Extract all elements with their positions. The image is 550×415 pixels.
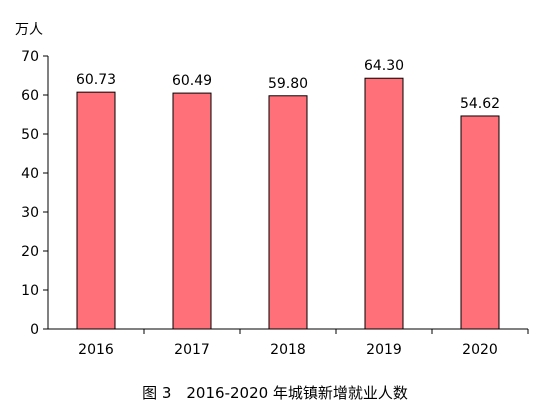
data-label-2018: 59.80	[268, 76, 308, 92]
bar-2018	[268, 95, 308, 330]
x-axis-ticks: 2016 2017 2018 2019 2020	[78, 329, 529, 358]
chart-caption: 图 3 2016-2020 年城镇新增就业人数	[142, 384, 408, 402]
y-tick-label: 60	[21, 88, 39, 104]
y-tick-label: 20	[21, 244, 39, 260]
data-label-2017: 60.49	[172, 73, 212, 89]
x-tick-label-2020: 2020	[462, 342, 498, 358]
y-tick-label: 70	[21, 49, 39, 65]
data-label-2016: 60.73	[76, 72, 116, 88]
data-label-2020: 54.62	[460, 96, 500, 112]
y-tick-label: 40	[21, 166, 39, 182]
bar-2016	[76, 91, 116, 330]
y-tick-label: 30	[21, 205, 39, 221]
x-tick-label-2019: 2019	[366, 342, 402, 358]
y-tick-label: 0	[30, 322, 39, 338]
data-label-2019: 64.30	[364, 58, 404, 74]
x-tick-label-2017: 2017	[174, 342, 210, 358]
bar-2019	[364, 77, 404, 330]
bar-2017	[172, 92, 212, 330]
bar-2020	[460, 115, 500, 330]
y-tick-label: 10	[21, 283, 39, 299]
y-axis-ticks: 0 10 20 30 40 50 60 70	[21, 49, 48, 338]
y-axis-unit-label: 万人	[15, 22, 43, 38]
y-tick-label: 50	[21, 127, 39, 143]
x-tick-label-2016: 2016	[78, 342, 114, 358]
x-tick-label-2018: 2018	[270, 342, 306, 358]
bars	[76, 77, 500, 330]
data-labels: 60.73 60.49 59.80 64.30 54.62	[76, 58, 500, 112]
